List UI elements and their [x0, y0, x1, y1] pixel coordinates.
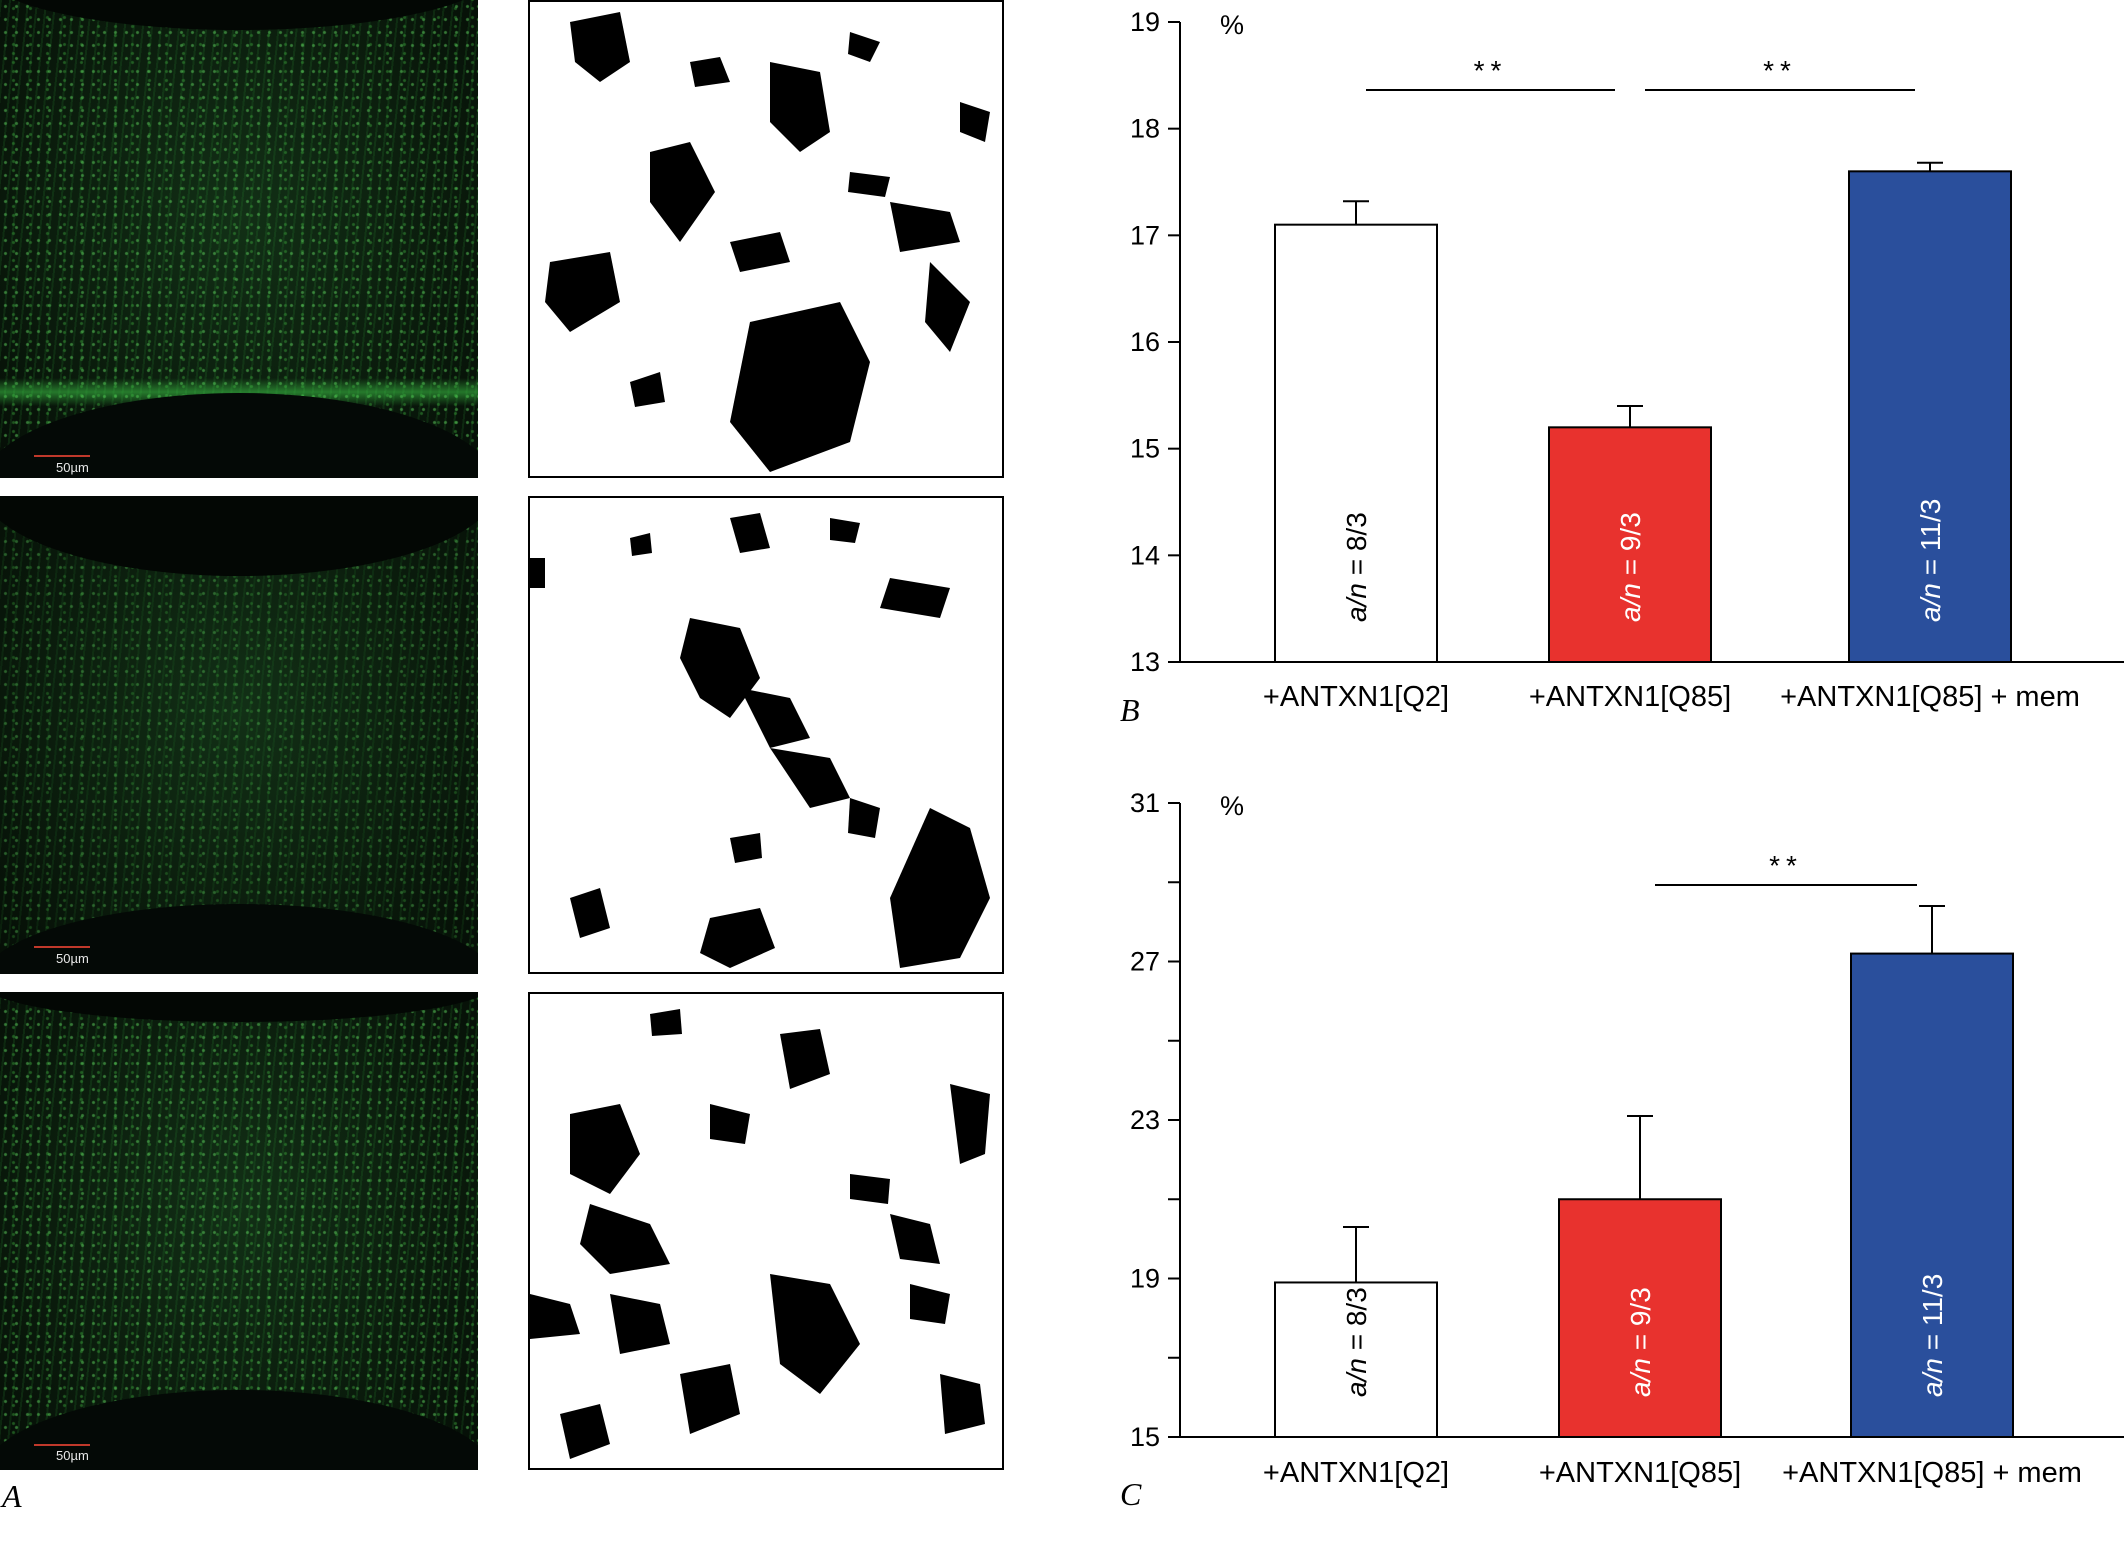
significance-label-1: ** — [1763, 55, 1797, 86]
category-label-2: +ANTXN1[Q85] + mem — [1780, 681, 2080, 713]
binary-mask-1 — [528, 0, 1004, 478]
scale-label: 50µm — [56, 460, 89, 475]
micrograph-1: 50µm — [0, 0, 478, 478]
panel-label-c: C — [1120, 1476, 1142, 1512]
bar-label-1: a/n = 9/3 — [1615, 512, 1646, 622]
bar-label-2: a/n = 11/3 — [1917, 1274, 1948, 1397]
bar-label-value: = 8/3 — [1341, 512, 1372, 583]
bar-label-italic: a/n — [1615, 583, 1646, 622]
scale-label: 50µm — [56, 1448, 89, 1463]
bar-1 — [1548, 426, 1712, 664]
chart-c-svg: 15 19 23 27 31 % a/n = 8/3 +ANTXN1[Q2] a/n = 9/3… — [1130, 788, 2124, 1489]
y-tick-label: 18 — [1130, 114, 1160, 144]
binary-mask-blobs — [545, 12, 990, 472]
y-tick-label: 15 — [1130, 434, 1160, 464]
significance-label-0: ** — [1474, 55, 1508, 86]
y-tick-label: 17 — [1130, 220, 1160, 250]
y-tick-label: 16 — [1130, 327, 1160, 357]
y-tick-label: 19 — [1130, 1264, 1160, 1294]
bar-label-0: a/n = 8/3 — [1341, 512, 1372, 622]
chart-b: 13 14 15 16 17 18 19% a/n = 8/3 +ANTXN1[Q2] a/n =… — [1090, 0, 2124, 740]
scale-bar — [34, 1444, 90, 1446]
bar-2 — [1850, 952, 2014, 1438]
bar-label-2: a/n = 11/3 — [1915, 499, 1946, 622]
bar-label-value: = 9/3 — [1625, 1287, 1656, 1358]
y-tick-label: 31 — [1130, 788, 1160, 818]
y-tick-label: 14 — [1130, 540, 1160, 570]
binary-mask-2 — [528, 496, 1004, 974]
bar-label-italic: a/n — [1917, 1358, 1948, 1397]
y-tick-label: 15 — [1130, 1422, 1160, 1452]
category-label-0: +ANTXN1[Q2] — [1263, 1457, 1449, 1489]
y-tick-label: 27 — [1130, 947, 1160, 977]
y-unit-label: % — [1220, 10, 1244, 40]
binary-mask-blobs — [530, 513, 990, 968]
bar-1 — [1558, 1198, 1722, 1438]
y-tick-label: 13 — [1130, 647, 1160, 677]
bar-2 — [1848, 170, 2012, 663]
bar-label-0: a/n = 8/3 — [1341, 1287, 1372, 1397]
category-label-1: +ANTXN1[Q85] — [1529, 681, 1731, 713]
bar-label-italic: a/n — [1625, 1358, 1656, 1397]
scale-bar — [34, 946, 90, 948]
bar-label-italic: a/n — [1341, 1358, 1372, 1397]
category-label-0: +ANTXN1[Q2] — [1263, 681, 1449, 713]
category-label-1: +ANTXN1[Q85] — [1539, 1457, 1741, 1489]
panel-label-a: A — [2, 1478, 22, 1514]
significance-label-0: ** — [1769, 850, 1803, 881]
binary-mask-3 — [528, 992, 1004, 1470]
bar-label-italic: a/n — [1341, 583, 1372, 622]
scale-bar — [34, 455, 90, 457]
category-label-2: +ANTXN1[Q85] + mem — [1782, 1457, 2082, 1489]
y-tick-label: 19 — [1130, 7, 1160, 37]
bar-0 — [1274, 223, 1438, 664]
y-tick-label: 23 — [1130, 1105, 1160, 1135]
binary-mask-blobs — [530, 1009, 990, 1459]
y-unit-label: % — [1220, 791, 1244, 821]
panel-label-b: B — [1120, 692, 1140, 728]
bar-label-1: a/n = 9/3 — [1625, 1287, 1656, 1397]
scale-label: 50µm — [56, 951, 89, 966]
bar-label-value: = 11/3 — [1915, 499, 1946, 583]
bar-label-italic: a/n — [1915, 583, 1946, 622]
chart-c: 15 19 23 27 31% a/n = 8/3 +ANTXN1[Q2] a/n = 9/3… — [1090, 778, 2124, 1518]
bar-label-value: = 9/3 — [1615, 512, 1646, 583]
bar-label-value: = 8/3 — [1341, 1287, 1372, 1358]
micrograph-3: 50µm — [0, 992, 478, 1470]
chart-b-svg: 13 14 15 16 17 18 19 % a/n = 8/3 +ANTXN1[Q2] a/n =… — [1130, 7, 2124, 713]
bar-label-value: = 11/3 — [1917, 1274, 1948, 1358]
micrograph-2: 50µm — [0, 496, 478, 974]
bar-0 — [1274, 1281, 1438, 1438]
